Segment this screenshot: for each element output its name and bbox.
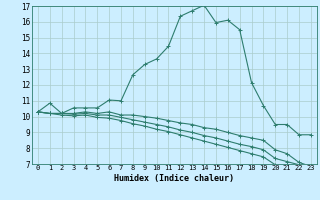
- X-axis label: Humidex (Indice chaleur): Humidex (Indice chaleur): [115, 174, 234, 183]
